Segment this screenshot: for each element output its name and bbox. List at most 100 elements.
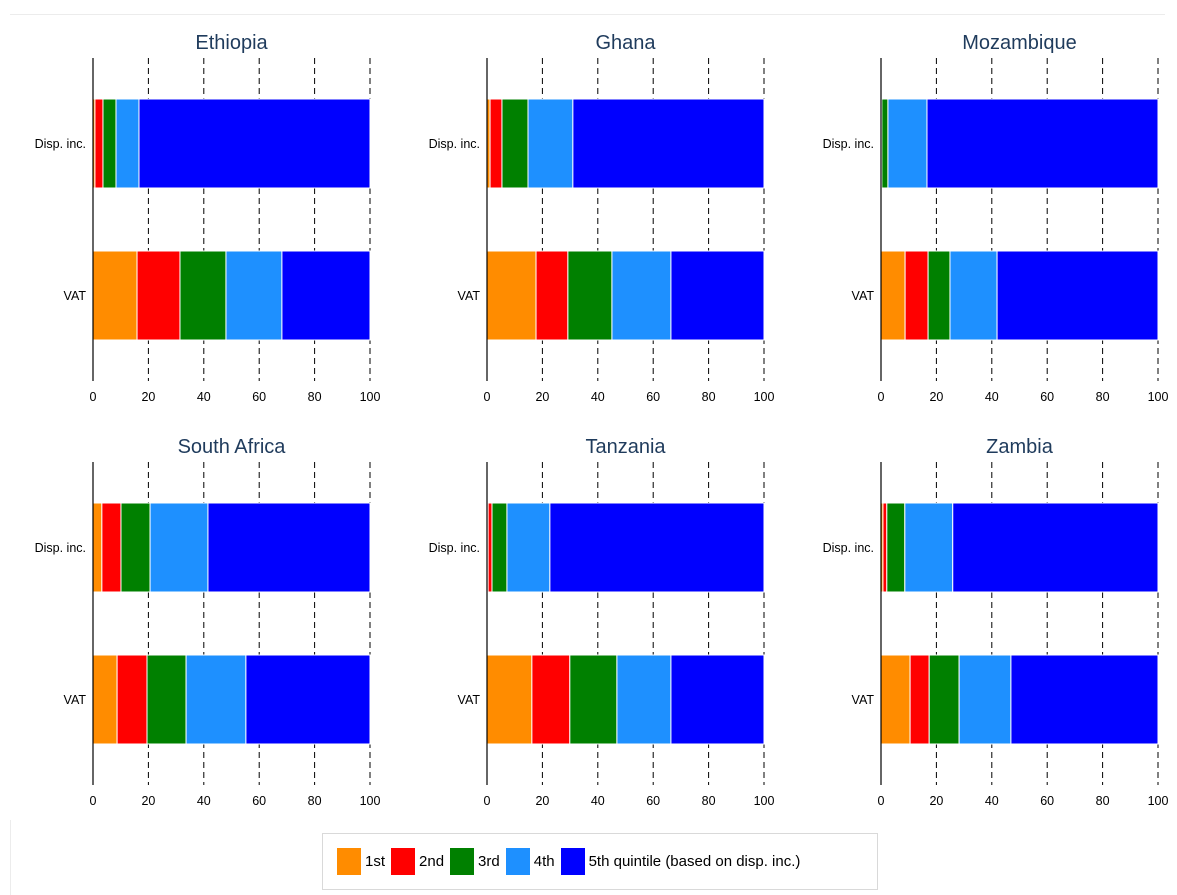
category-label: Disp. inc. — [35, 137, 86, 151]
x-tick-label: 80 — [702, 390, 716, 404]
chart-panel-ethiopia: Ethiopia Disp. inc. VAT 0 20 40 60 80 100 — [35, 32, 381, 404]
category-label: VAT — [458, 289, 481, 303]
legend-item-2nd: 2nd — [391, 848, 444, 875]
x-tick-label: 0 — [90, 794, 97, 808]
legend-item-1st: 1st — [337, 848, 385, 875]
bar-segment-q5 — [1010, 654, 1159, 745]
bar-segment-q5 — [549, 502, 765, 593]
x-tick-label: 80 — [308, 794, 322, 808]
bar-segment-q2 — [535, 250, 569, 341]
bar-segment-q3 — [102, 98, 117, 189]
chart-panel-zambia: Zambia Disp. inc. VAT 0 20 40 60 80 100 — [823, 436, 1169, 808]
bar-segment-q1 — [486, 250, 537, 341]
bar-segment-q5 — [670, 654, 765, 745]
bar-segment-q3 — [501, 98, 529, 189]
chart-title: Ethiopia — [195, 32, 268, 54]
bar-segment-q4 — [185, 654, 247, 745]
bar-segment-q4 — [611, 250, 672, 341]
bar-segment-q5 — [670, 250, 765, 341]
bar-segment-q2 — [487, 502, 493, 593]
x-tick-label: 40 — [197, 390, 211, 404]
category-label: Disp. inc. — [823, 541, 874, 555]
bar-segment-q2 — [904, 250, 929, 341]
figure-border-top — [10, 14, 1165, 15]
bar-segment-q2 — [909, 654, 930, 745]
bar-segment-q5 — [245, 654, 371, 745]
x-tick-label: 100 — [1148, 794, 1169, 808]
x-tick-label: 20 — [141, 794, 155, 808]
bar-segment-q2 — [882, 502, 888, 593]
bar-segment-q3 — [886, 502, 906, 593]
bar-segment-q1 — [880, 654, 911, 745]
chart-panel-south-africa: South Africa Disp. inc. VAT 0 20 40 60 80 100 — [35, 436, 381, 808]
category-label: Disp. inc. — [823, 137, 874, 151]
bar-segment-q5 — [926, 98, 1159, 189]
legend-swatch-3rd — [450, 848, 475, 875]
x-tick-label: 60 — [252, 794, 266, 808]
bar-segment-q5 — [207, 502, 371, 593]
legend-label-4th: 4th — [533, 853, 555, 870]
bar-segment-q4 — [904, 502, 954, 593]
x-tick-label: 20 — [141, 390, 155, 404]
legend-label-5th-quintile: 5th quintile (based on disp. inc.) — [588, 853, 801, 870]
bar-segment-q5 — [138, 98, 371, 189]
x-tick-label: 100 — [1148, 390, 1169, 404]
x-tick-label: 100 — [360, 794, 381, 808]
bar-segment-q2 — [136, 250, 181, 341]
category-label: Disp. inc. — [429, 541, 480, 555]
bar-segment-q2 — [531, 654, 571, 745]
legend-label-1st: 1st — [365, 853, 386, 870]
bar-segment-q4 — [115, 98, 140, 189]
x-tick-label: 40 — [197, 794, 211, 808]
category-label: VAT — [64, 693, 87, 707]
category-label: VAT — [852, 289, 875, 303]
x-tick-label: 60 — [252, 390, 266, 404]
bar-segment-q3 — [928, 654, 960, 745]
category-label: VAT — [458, 693, 481, 707]
bar-segment-q4 — [949, 250, 998, 341]
bar-segment-q4 — [958, 654, 1012, 745]
category-label: Disp. inc. — [429, 137, 480, 151]
legend-swatch-2nd — [391, 848, 416, 875]
bar-segment-q3 — [881, 98, 889, 189]
x-tick-label: 0 — [878, 794, 885, 808]
chart-panel-ghana: Ghana Disp. inc. VAT 0 20 40 60 80 100 — [429, 32, 775, 404]
x-tick-label: 0 — [484, 390, 491, 404]
x-tick-label: 40 — [591, 794, 605, 808]
bar-segment-q4 — [887, 98, 928, 189]
bar-segment-q4 — [506, 502, 551, 593]
bar-segment-q4 — [149, 502, 209, 593]
chart-panel-tanzania: Tanzania Disp. inc. VAT 0 20 40 60 80 100 — [429, 436, 775, 808]
legend-item-3rd: 3rd — [450, 848, 500, 875]
figure-border-left — [10, 820, 11, 895]
x-tick-label: 20 — [929, 390, 943, 404]
chart-title: Tanzania — [585, 436, 666, 458]
x-tick-label: 100 — [754, 390, 775, 404]
x-tick-label: 60 — [1040, 390, 1054, 404]
bar-segment-q3 — [179, 250, 227, 341]
legend-swatch-5th-quintile — [560, 848, 585, 875]
x-tick-label: 20 — [535, 794, 549, 808]
x-tick-label: 60 — [646, 794, 660, 808]
bar-segment-q1 — [880, 250, 906, 341]
bar-segment-q4 — [527, 98, 574, 189]
x-tick-label: 80 — [702, 794, 716, 808]
x-tick-label: 40 — [591, 390, 605, 404]
bar-segment-q3 — [569, 654, 618, 745]
x-tick-label: 100 — [754, 794, 775, 808]
bar-segment-q3 — [491, 502, 508, 593]
x-tick-label: 0 — [878, 390, 885, 404]
x-tick-label: 20 — [929, 794, 943, 808]
x-tick-label: 100 — [360, 390, 381, 404]
bar-segment-q1 — [486, 654, 533, 745]
x-tick-label: 60 — [646, 390, 660, 404]
category-label: VAT — [852, 693, 875, 707]
bar-segment-q5 — [572, 98, 765, 189]
legend-swatch-4th — [505, 848, 530, 875]
chart-title: Ghana — [595, 32, 656, 54]
x-tick-label: 60 — [1040, 794, 1054, 808]
bar-segment-q3 — [567, 250, 613, 341]
chart-title: South Africa — [178, 436, 287, 458]
bar-segment-q3 — [927, 250, 951, 341]
x-tick-label: 20 — [535, 390, 549, 404]
